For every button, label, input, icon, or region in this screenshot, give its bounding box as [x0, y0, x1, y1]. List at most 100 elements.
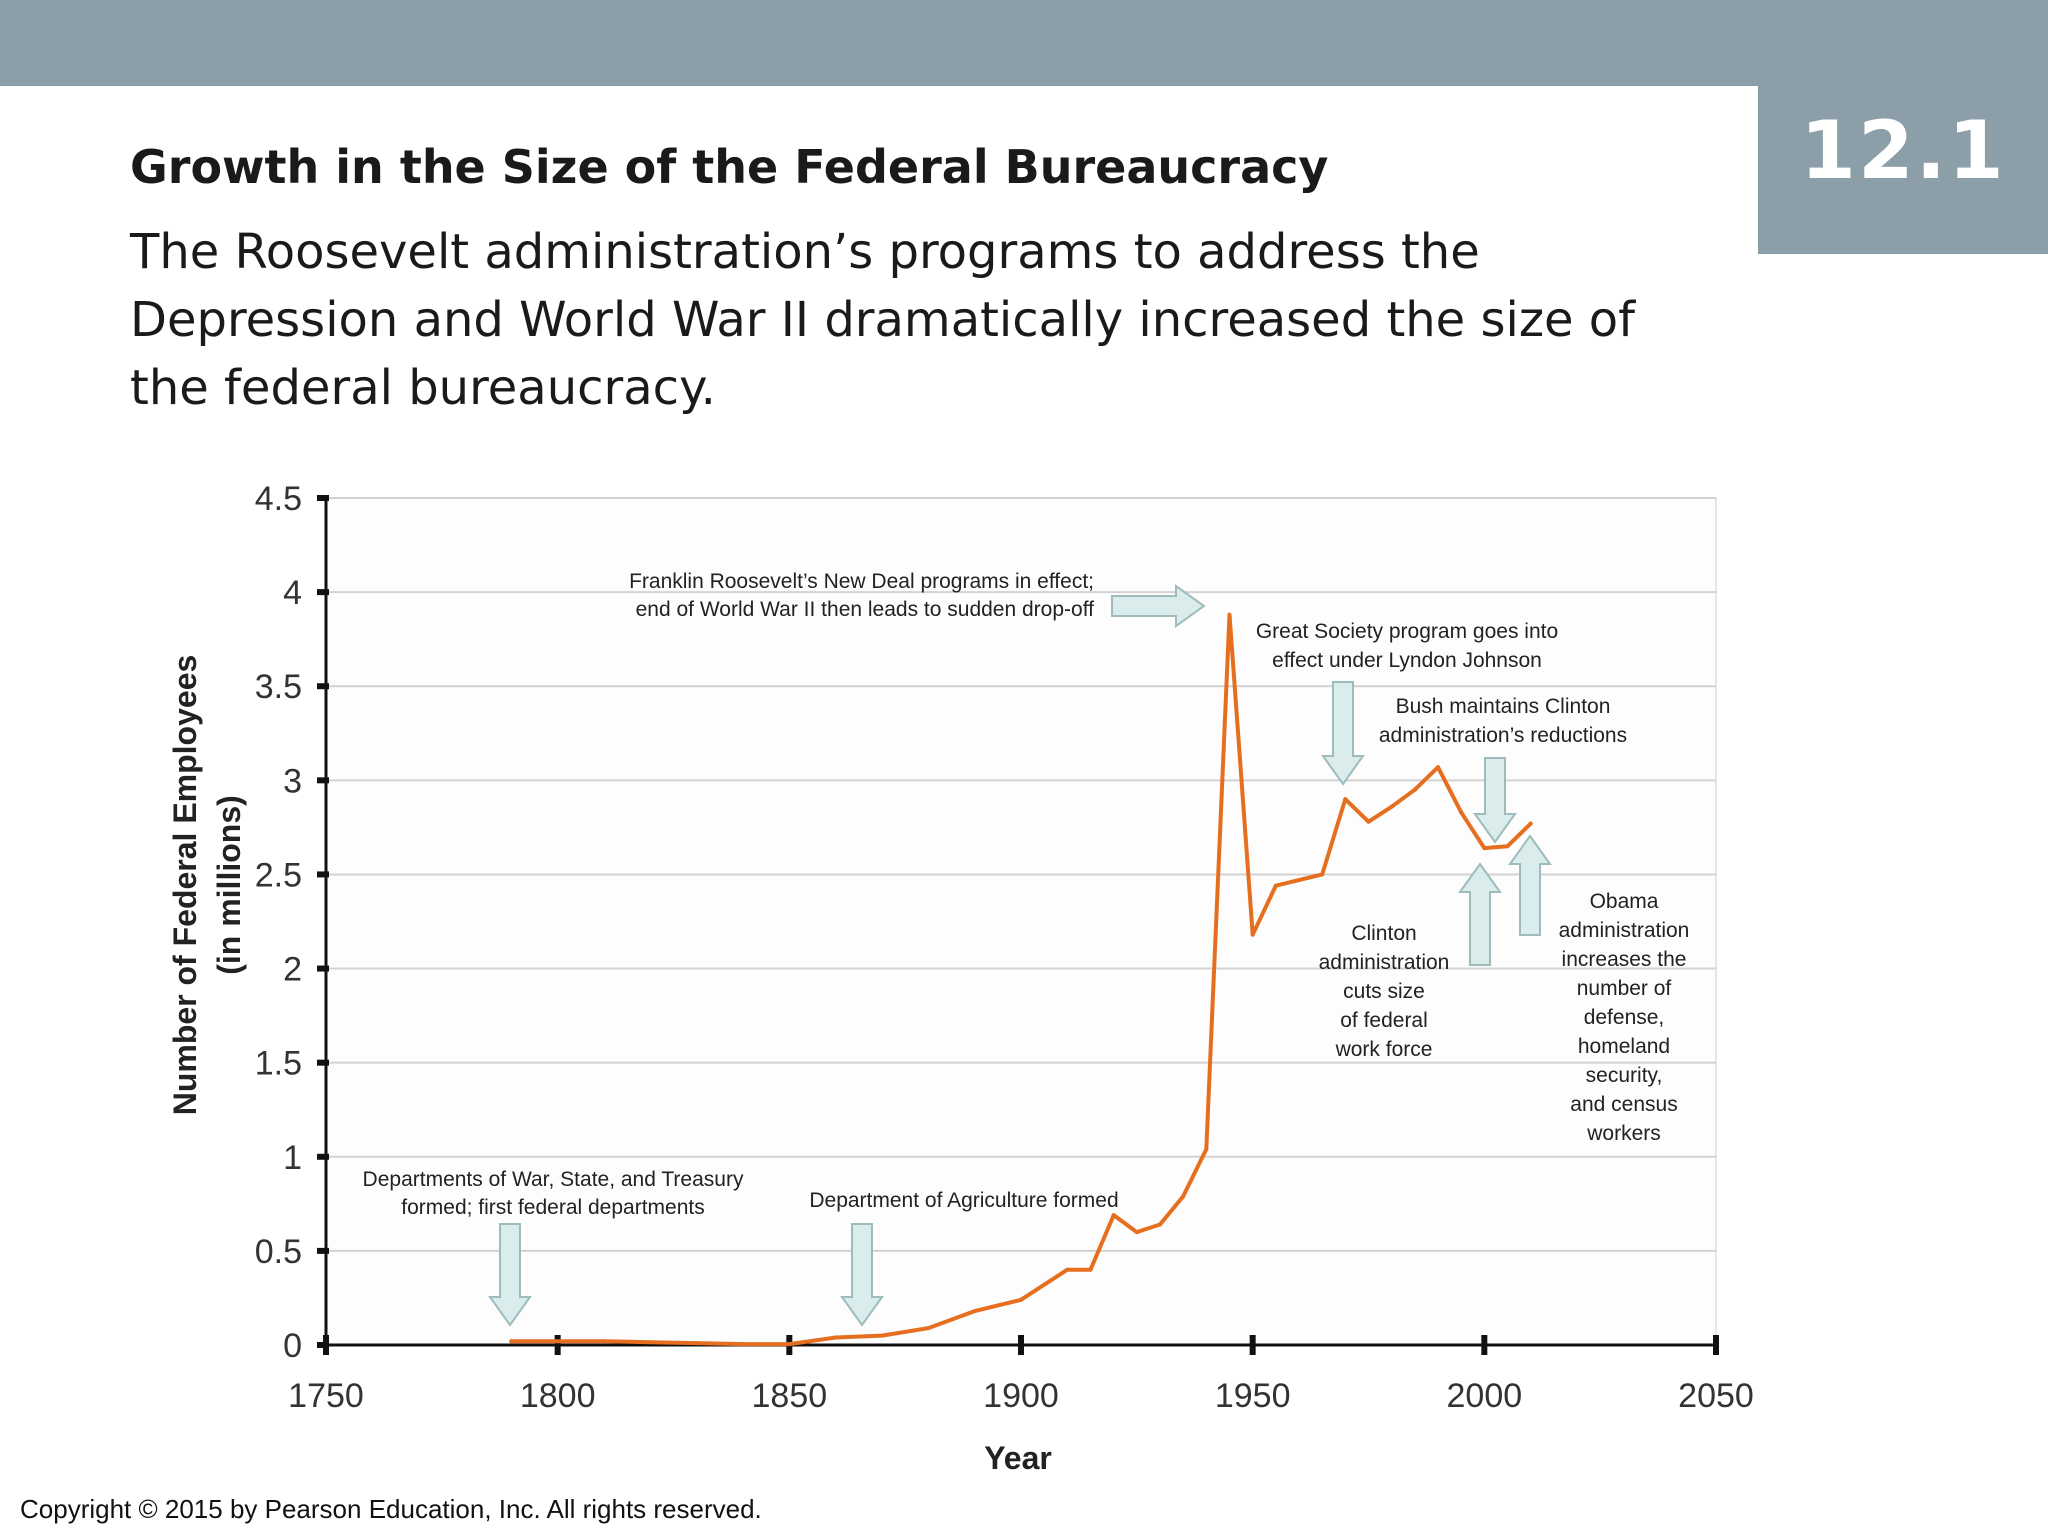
- annotation-departments: Departments of War, State, and Treasury f…: [363, 1168, 744, 1219]
- x-tick: [323, 1335, 329, 1355]
- data-point: [833, 1335, 838, 1340]
- annotation-obama-line: increases the: [1562, 948, 1687, 971]
- y-tick: [317, 683, 329, 690]
- y-tick: [317, 1059, 329, 1066]
- data-point: [509, 1339, 514, 1344]
- data-point: [1134, 1230, 1139, 1235]
- data-point: [1343, 797, 1348, 802]
- y-tick: [317, 589, 329, 596]
- x-tick: [1249, 1335, 1256, 1355]
- x-tick-label: 1950: [1215, 1377, 1291, 1415]
- arrow-bush: [1473, 757, 1517, 844]
- arrow-departments: [488, 1223, 532, 1327]
- y-tick-label: 0: [283, 1327, 302, 1365]
- data-point: [648, 1340, 653, 1345]
- arrow-clinton: [1458, 862, 1502, 966]
- annotation-obama-line: administration: [1559, 919, 1690, 942]
- annotation-great-society-line: effect under Lyndon Johnson: [1272, 649, 1542, 672]
- annotation-agriculture: Department of Agriculture formed: [809, 1189, 1118, 1212]
- annotation-obama-line: defense,: [1584, 1006, 1665, 1029]
- data-point: [555, 1339, 560, 1344]
- y-tick-label: 4.5: [255, 480, 302, 518]
- data-point: [1273, 883, 1278, 888]
- y-tick-label: 2: [283, 951, 302, 989]
- data-point: [1088, 1267, 1093, 1272]
- annotation-clinton-line: administration: [1319, 951, 1450, 974]
- slide-title: Growth in the Size of the Federal Bureau…: [130, 140, 1329, 194]
- y-tick: [317, 777, 329, 784]
- annotation-departments-line: Departments of War, State, and Treasury: [363, 1168, 744, 1191]
- data-point: [880, 1333, 884, 1338]
- annotation-great-society: Great Society program goes into effect un…: [1256, 620, 1558, 672]
- y-tick-label: 4: [283, 574, 302, 612]
- data-point: [1158, 1222, 1162, 1227]
- data-point: [1297, 878, 1301, 883]
- x-tick: [1018, 1335, 1024, 1355]
- x-tick-label: 2000: [1447, 1377, 1523, 1415]
- annotation-obama-line: number of: [1577, 977, 1672, 1000]
- annotation-new-deal-line: end of World War II then leads to sudden…: [636, 598, 1095, 621]
- y-tick-label: 0.5: [255, 1233, 302, 1271]
- annotation-clinton: Clinton administration cuts size of federal…: [1319, 922, 1450, 1061]
- x-axis-title: Year: [984, 1440, 1052, 1476]
- annotation-obama-line: security,: [1586, 1064, 1663, 1087]
- data-point: [1528, 821, 1533, 826]
- data-point: [1320, 872, 1325, 877]
- data-point: [1412, 787, 1417, 792]
- y-tick-label: 1: [283, 1139, 302, 1177]
- annotation-obama-line: workers: [1586, 1122, 1661, 1145]
- data-point: [1019, 1297, 1023, 1302]
- y-tick-label: 3.5: [255, 668, 302, 706]
- data-point: [1181, 1194, 1186, 1199]
- x-tick: [1481, 1335, 1488, 1355]
- x-tick: [554, 1335, 561, 1355]
- x-tick-label: 1900: [983, 1377, 1059, 1415]
- annotation-clinton-line: work force: [1335, 1038, 1433, 1061]
- annotation-clinton-line: cuts size: [1343, 980, 1425, 1003]
- y-tick: [317, 871, 329, 878]
- data-point: [787, 1342, 792, 1347]
- arrow-agriculture: [840, 1223, 884, 1327]
- data-point: [1482, 846, 1487, 851]
- y-tick: [317, 1247, 329, 1254]
- annotation-clinton-line: of federal: [1340, 1009, 1428, 1032]
- x-tick: [1713, 1335, 1719, 1355]
- arrow-new-deal: [1111, 584, 1206, 628]
- annotation-departments-line: formed; first federal departments: [401, 1196, 704, 1219]
- annotation-great-society-line: Great Society program goes into: [1256, 620, 1558, 643]
- y-tick: [317, 1153, 329, 1160]
- annotation-bush: Bush maintains Clinton administration’s r…: [1379, 695, 1627, 747]
- data-point: [1389, 804, 1394, 809]
- annotation-obama-line: Obama: [1590, 890, 1659, 913]
- copyright-notice: Copyright © 2015 by Pearson Education, I…: [20, 1494, 762, 1524]
- arrow-great-society: [1321, 681, 1365, 786]
- data-point: [1111, 1213, 1116, 1218]
- y-tick-label: 1.5: [255, 1045, 302, 1083]
- y-tick: [317, 495, 329, 501]
- annotation-new-deal-line: Franklin Roosevelt’s New Deal programs i…: [629, 570, 1094, 593]
- arrow-obama: [1508, 834, 1552, 936]
- annotation-obama-line: and census: [1570, 1093, 1677, 1116]
- annotation-obama: Obama administration increases the number o…: [1559, 890, 1690, 1145]
- data-point: [1366, 819, 1371, 824]
- annotation-new-deal: Franklin Roosevelt’s New Deal programs i…: [629, 570, 1094, 621]
- data-point: [1227, 612, 1232, 617]
- y-axis-subtitle: (in millions): [211, 795, 247, 975]
- section-number: 12.1: [1758, 86, 2048, 254]
- x-tick-label: 1800: [520, 1377, 596, 1415]
- y-axis-title: Number of Federal Employees: [167, 655, 203, 1116]
- data-point: [602, 1339, 606, 1344]
- y-tick-label: 3: [283, 762, 302, 800]
- y-tick-label: 2.5: [255, 856, 302, 894]
- annotation-agriculture-line: Department of Agriculture formed: [809, 1189, 1118, 1212]
- data-point: [1459, 810, 1464, 815]
- x-tick-label: 2050: [1678, 1377, 1754, 1415]
- top-banner: [0, 0, 2048, 86]
- data-point: [1436, 765, 1440, 770]
- annotation-obama-line: homeland: [1578, 1035, 1670, 1058]
- x-tick-label: 1850: [752, 1377, 828, 1415]
- data-point: [1505, 844, 1510, 849]
- data-point: [926, 1326, 931, 1331]
- data-point: [694, 1341, 699, 1346]
